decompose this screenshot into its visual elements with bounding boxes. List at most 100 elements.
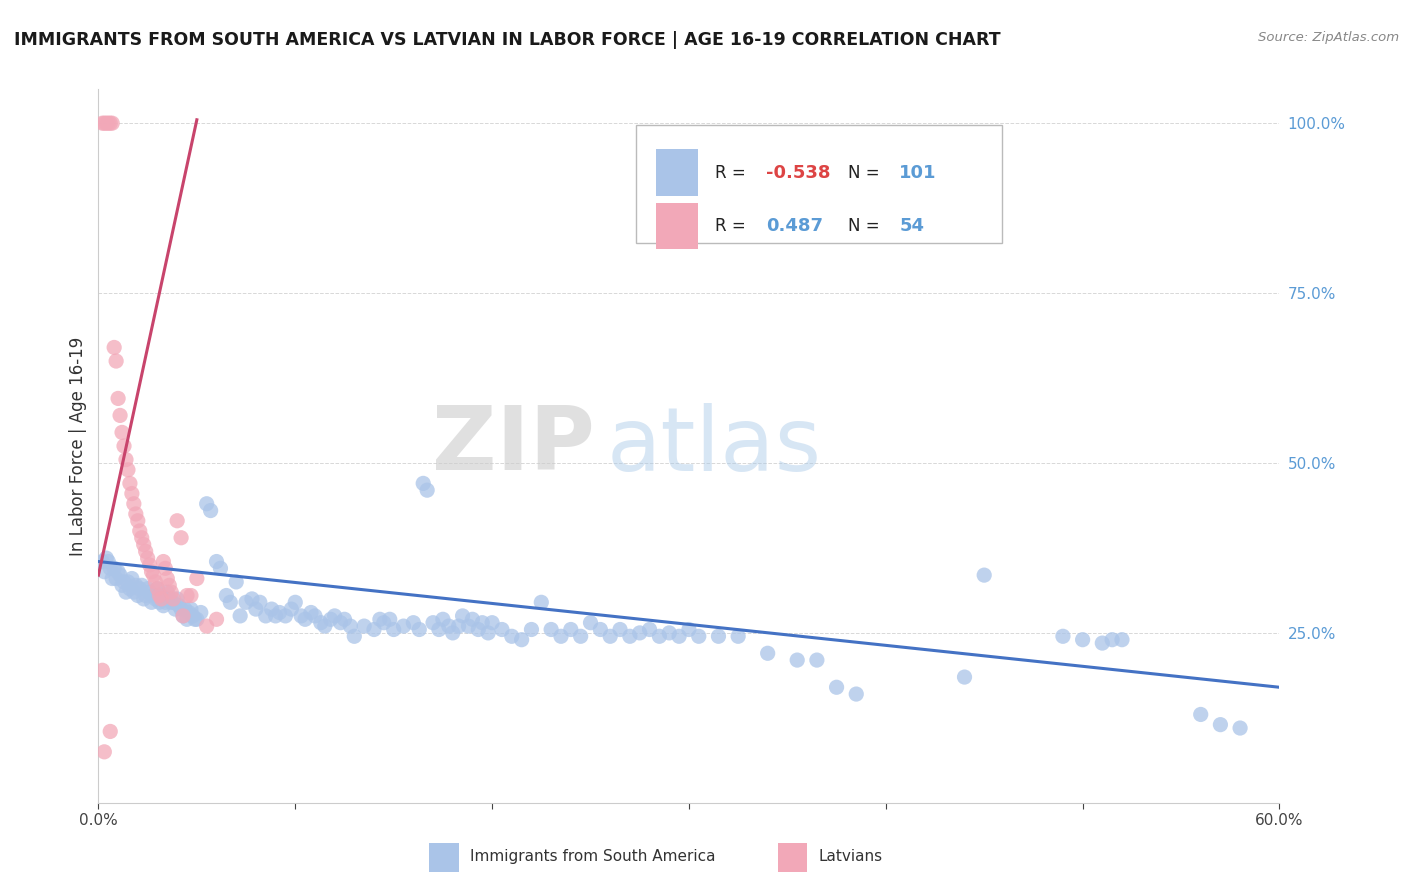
Point (155, 595, 177, 609)
Point (180, 602, 202, 616)
FancyBboxPatch shape (636, 125, 1002, 243)
Point (142, 568, 165, 582)
Point (172, 608, 194, 623)
Point (91, 663, 114, 677)
Point (150, 589, 173, 603)
Point (132, 537, 155, 551)
Point (471, 615, 494, 630)
Point (142, 589, 165, 603)
Point (254, 608, 277, 623)
Point (510, 632, 533, 647)
Point (121, 572, 143, 586)
Point (148, 589, 170, 603)
Point (319, 612, 342, 626)
Point (343, 629, 366, 643)
Point (260, 602, 283, 616)
Point (186, 612, 208, 626)
Point (112, 574, 135, 589)
Point (96, 116, 118, 130)
Text: -0.538: -0.538 (766, 164, 830, 182)
Point (170, 531, 193, 545)
Text: N =: N = (848, 217, 886, 235)
Point (437, 619, 460, 633)
Point (451, 608, 474, 623)
Point (170, 602, 193, 616)
Point (156, 572, 179, 586)
Point (98, 724, 121, 739)
Point (122, 497, 145, 511)
Point (118, 476, 141, 491)
Point (200, 503, 222, 517)
Point (323, 608, 346, 623)
Point (135, 589, 157, 603)
Point (121, 486, 143, 500)
Point (127, 514, 149, 528)
Point (1052, 629, 1074, 643)
Point (157, 591, 180, 606)
Point (560, 623, 582, 637)
Point (432, 612, 454, 626)
Point (160, 585, 183, 599)
Point (148, 595, 170, 609)
Point (329, 615, 352, 630)
Point (111, 425, 134, 440)
Point (264, 608, 287, 623)
Point (1101, 632, 1123, 647)
Point (501, 629, 523, 643)
Point (209, 561, 232, 575)
Point (481, 615, 503, 630)
Point (569, 629, 592, 643)
Text: IMMIGRANTS FROM SOUTH AMERICA VS LATVIAN IN LABOR FORCE | AGE 16-19 CORRELATION : IMMIGRANTS FROM SOUTH AMERICA VS LATVIAN… (14, 31, 1001, 49)
Point (540, 623, 562, 637)
Point (146, 582, 169, 596)
Point (599, 629, 621, 643)
Point (135, 544, 157, 558)
Point (333, 612, 356, 626)
Point (128, 582, 150, 596)
Point (402, 615, 425, 630)
Point (589, 623, 612, 637)
Point (105, 572, 128, 586)
Point (132, 591, 155, 606)
Point (93, 565, 115, 579)
Point (240, 591, 263, 606)
Point (309, 615, 332, 630)
Point (447, 619, 470, 633)
Point (707, 629, 730, 643)
Point (195, 497, 218, 511)
Point (98, 561, 121, 575)
Point (165, 602, 187, 616)
Point (115, 585, 138, 599)
Point (174, 602, 197, 616)
Point (145, 591, 167, 606)
Point (138, 585, 160, 599)
Point (205, 612, 228, 626)
Point (128, 524, 150, 538)
Point (118, 582, 141, 596)
Point (103, 561, 125, 575)
Point (609, 623, 631, 637)
Point (304, 608, 326, 623)
Text: ZIP: ZIP (432, 402, 595, 490)
Point (269, 606, 291, 620)
Point (136, 551, 159, 566)
Point (141, 595, 163, 609)
Point (156, 585, 179, 599)
Point (280, 602, 302, 616)
Point (172, 608, 194, 623)
Point (619, 629, 641, 643)
Text: R =: R = (714, 217, 751, 235)
Point (117, 463, 139, 477)
Point (96, 551, 118, 566)
Point (125, 507, 148, 521)
Point (1111, 632, 1133, 647)
Point (378, 612, 401, 626)
Point (219, 595, 242, 609)
Point (658, 626, 681, 640)
Point (101, 116, 124, 130)
Point (1071, 632, 1094, 647)
Point (166, 591, 188, 606)
Point (368, 612, 391, 626)
Point (678, 623, 700, 637)
Point (422, 615, 444, 630)
